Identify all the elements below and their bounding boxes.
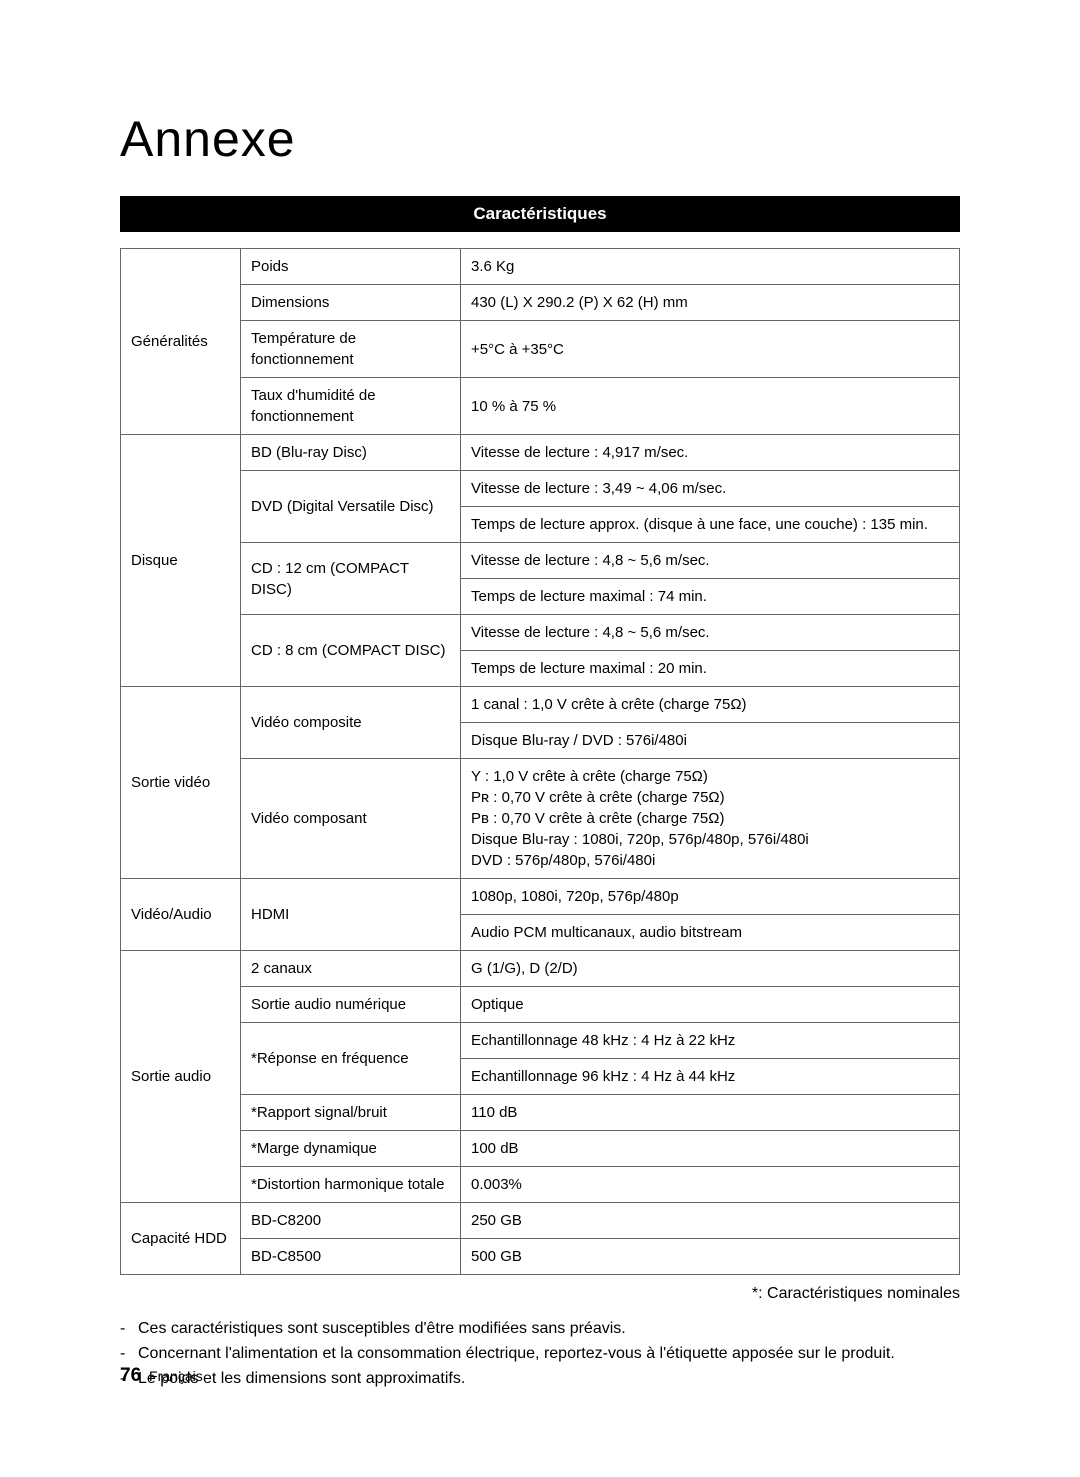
spec-label: Taux d'humidité de fonctionnement (241, 378, 461, 435)
spec-label: Sortie audio numérique (241, 987, 461, 1023)
note-text: Concernant l'alimentation et la consomma… (138, 1342, 895, 1365)
spec-value: G (1/G), D (2/D) (461, 951, 960, 987)
spec-value: Vitesse de lecture : 3,49 ~ 4,06 m/sec. (461, 471, 960, 507)
notes: -Ces caractéristiques sont susceptibles … (120, 1317, 960, 1391)
page-number: 76 (120, 1365, 141, 1386)
spec-label: Température de fonctionnement (241, 321, 461, 378)
spec-value: Echantillonnage 96 kHz : 4 Hz à 44 kHz (461, 1059, 960, 1095)
spec-value: Vitesse de lecture : 4,8 ~ 5,6 m/sec. (461, 543, 960, 579)
spec-value: 3.6 Kg (461, 249, 960, 285)
composant-line: Y : 1,0 V crête à crête (charge 75Ω) (471, 766, 949, 787)
spec-label: HDMI (241, 879, 461, 951)
note-text: Ces caractéristiques sont susceptibles d… (138, 1317, 626, 1340)
spec-value: Temps de lecture maximal : 20 min. (461, 651, 960, 687)
composant-line: DVD : 576p/480p, 576i/480i (471, 850, 949, 871)
spec-value: 110 dB (461, 1095, 960, 1131)
spec-value: Echantillonnage 48 kHz : 4 Hz à 22 kHz (461, 1023, 960, 1059)
spec-value: 500 GB (461, 1239, 960, 1275)
spec-label: 2 canaux (241, 951, 461, 987)
spec-value: Vitesse de lecture : 4,917 m/sec. (461, 435, 960, 471)
cat-disque: Disque (121, 435, 241, 687)
composant-line: Pʀ : 0,70 V crête à crête (charge 75Ω) (471, 787, 949, 808)
page-footer: 76 Français (120, 1365, 203, 1387)
page-lang: Français (149, 1368, 203, 1384)
bullet-dash: - (120, 1342, 138, 1365)
spec-label: Poids (241, 249, 461, 285)
spec-label: DVD (Digital Versatile Disc) (241, 471, 461, 543)
spec-label: *Réponse en fréquence (241, 1023, 461, 1095)
spec-table: Généralités Poids 3.6 Kg Dimensions 430 … (120, 248, 960, 1275)
section-header: Caractéristiques (120, 196, 960, 232)
spec-value: Disque Blu-ray / DVD : 576i/480i (461, 723, 960, 759)
spec-value: 1080p, 1080i, 720p, 576p/480p (461, 879, 960, 915)
spec-value: +5°C à +35°C (461, 321, 960, 378)
spec-label: *Rapport signal/bruit (241, 1095, 461, 1131)
spec-value: Optique (461, 987, 960, 1023)
spec-value: Temps de lecture maximal : 74 min. (461, 579, 960, 615)
spec-value: 10 % à 75 % (461, 378, 960, 435)
cat-hdd: Capacité HDD (121, 1203, 241, 1275)
spec-label: CD : 12 cm (COMPACT DISC) (241, 543, 461, 615)
spec-label: Vidéo composite (241, 687, 461, 759)
spec-label: *Distortion harmonique totale (241, 1167, 461, 1203)
composant-line: Pʙ : 0,70 V crête à crête (charge 75Ω) (471, 808, 949, 829)
spec-label: BD-C8200 (241, 1203, 461, 1239)
cat-video-audio: Vidéo/Audio (121, 879, 241, 951)
footnote: *: Caractéristiques nominales (120, 1285, 960, 1303)
cat-generalites: Généralités (121, 249, 241, 435)
cat-sortie-audio: Sortie audio (121, 951, 241, 1203)
page: Annexe Caractéristiques Généralités Poid… (0, 0, 1080, 1477)
spec-value: Temps de lecture approx. (disque à une f… (461, 507, 960, 543)
spec-label: BD-C8500 (241, 1239, 461, 1275)
spec-value: 100 dB (461, 1131, 960, 1167)
spec-label: Vidéo composant (241, 759, 461, 879)
spec-value: 1 canal : 1,0 V crête à crête (charge 75… (461, 687, 960, 723)
spec-value: 0.003% (461, 1167, 960, 1203)
spec-value: Vitesse de lecture : 4,8 ~ 5,6 m/sec. (461, 615, 960, 651)
spec-label: *Marge dynamique (241, 1131, 461, 1167)
spec-label: BD (Blu-ray Disc) (241, 435, 461, 471)
cat-sortie-video: Sortie vidéo (121, 687, 241, 879)
spec-label: Dimensions (241, 285, 461, 321)
bullet-dash: - (120, 1317, 138, 1340)
spec-value: 430 (L) X 290.2 (P) X 62 (H) mm (461, 285, 960, 321)
spec-label: CD : 8 cm (COMPACT DISC) (241, 615, 461, 687)
spec-value: 250 GB (461, 1203, 960, 1239)
spec-value: Audio PCM multicanaux, audio bitstream (461, 915, 960, 951)
page-title: Annexe (120, 110, 960, 168)
spec-value-composant: Y : 1,0 V crête à crête (charge 75Ω) Pʀ … (461, 759, 960, 879)
composant-line: Disque Blu-ray : 1080i, 720p, 576p/480p,… (471, 829, 949, 850)
